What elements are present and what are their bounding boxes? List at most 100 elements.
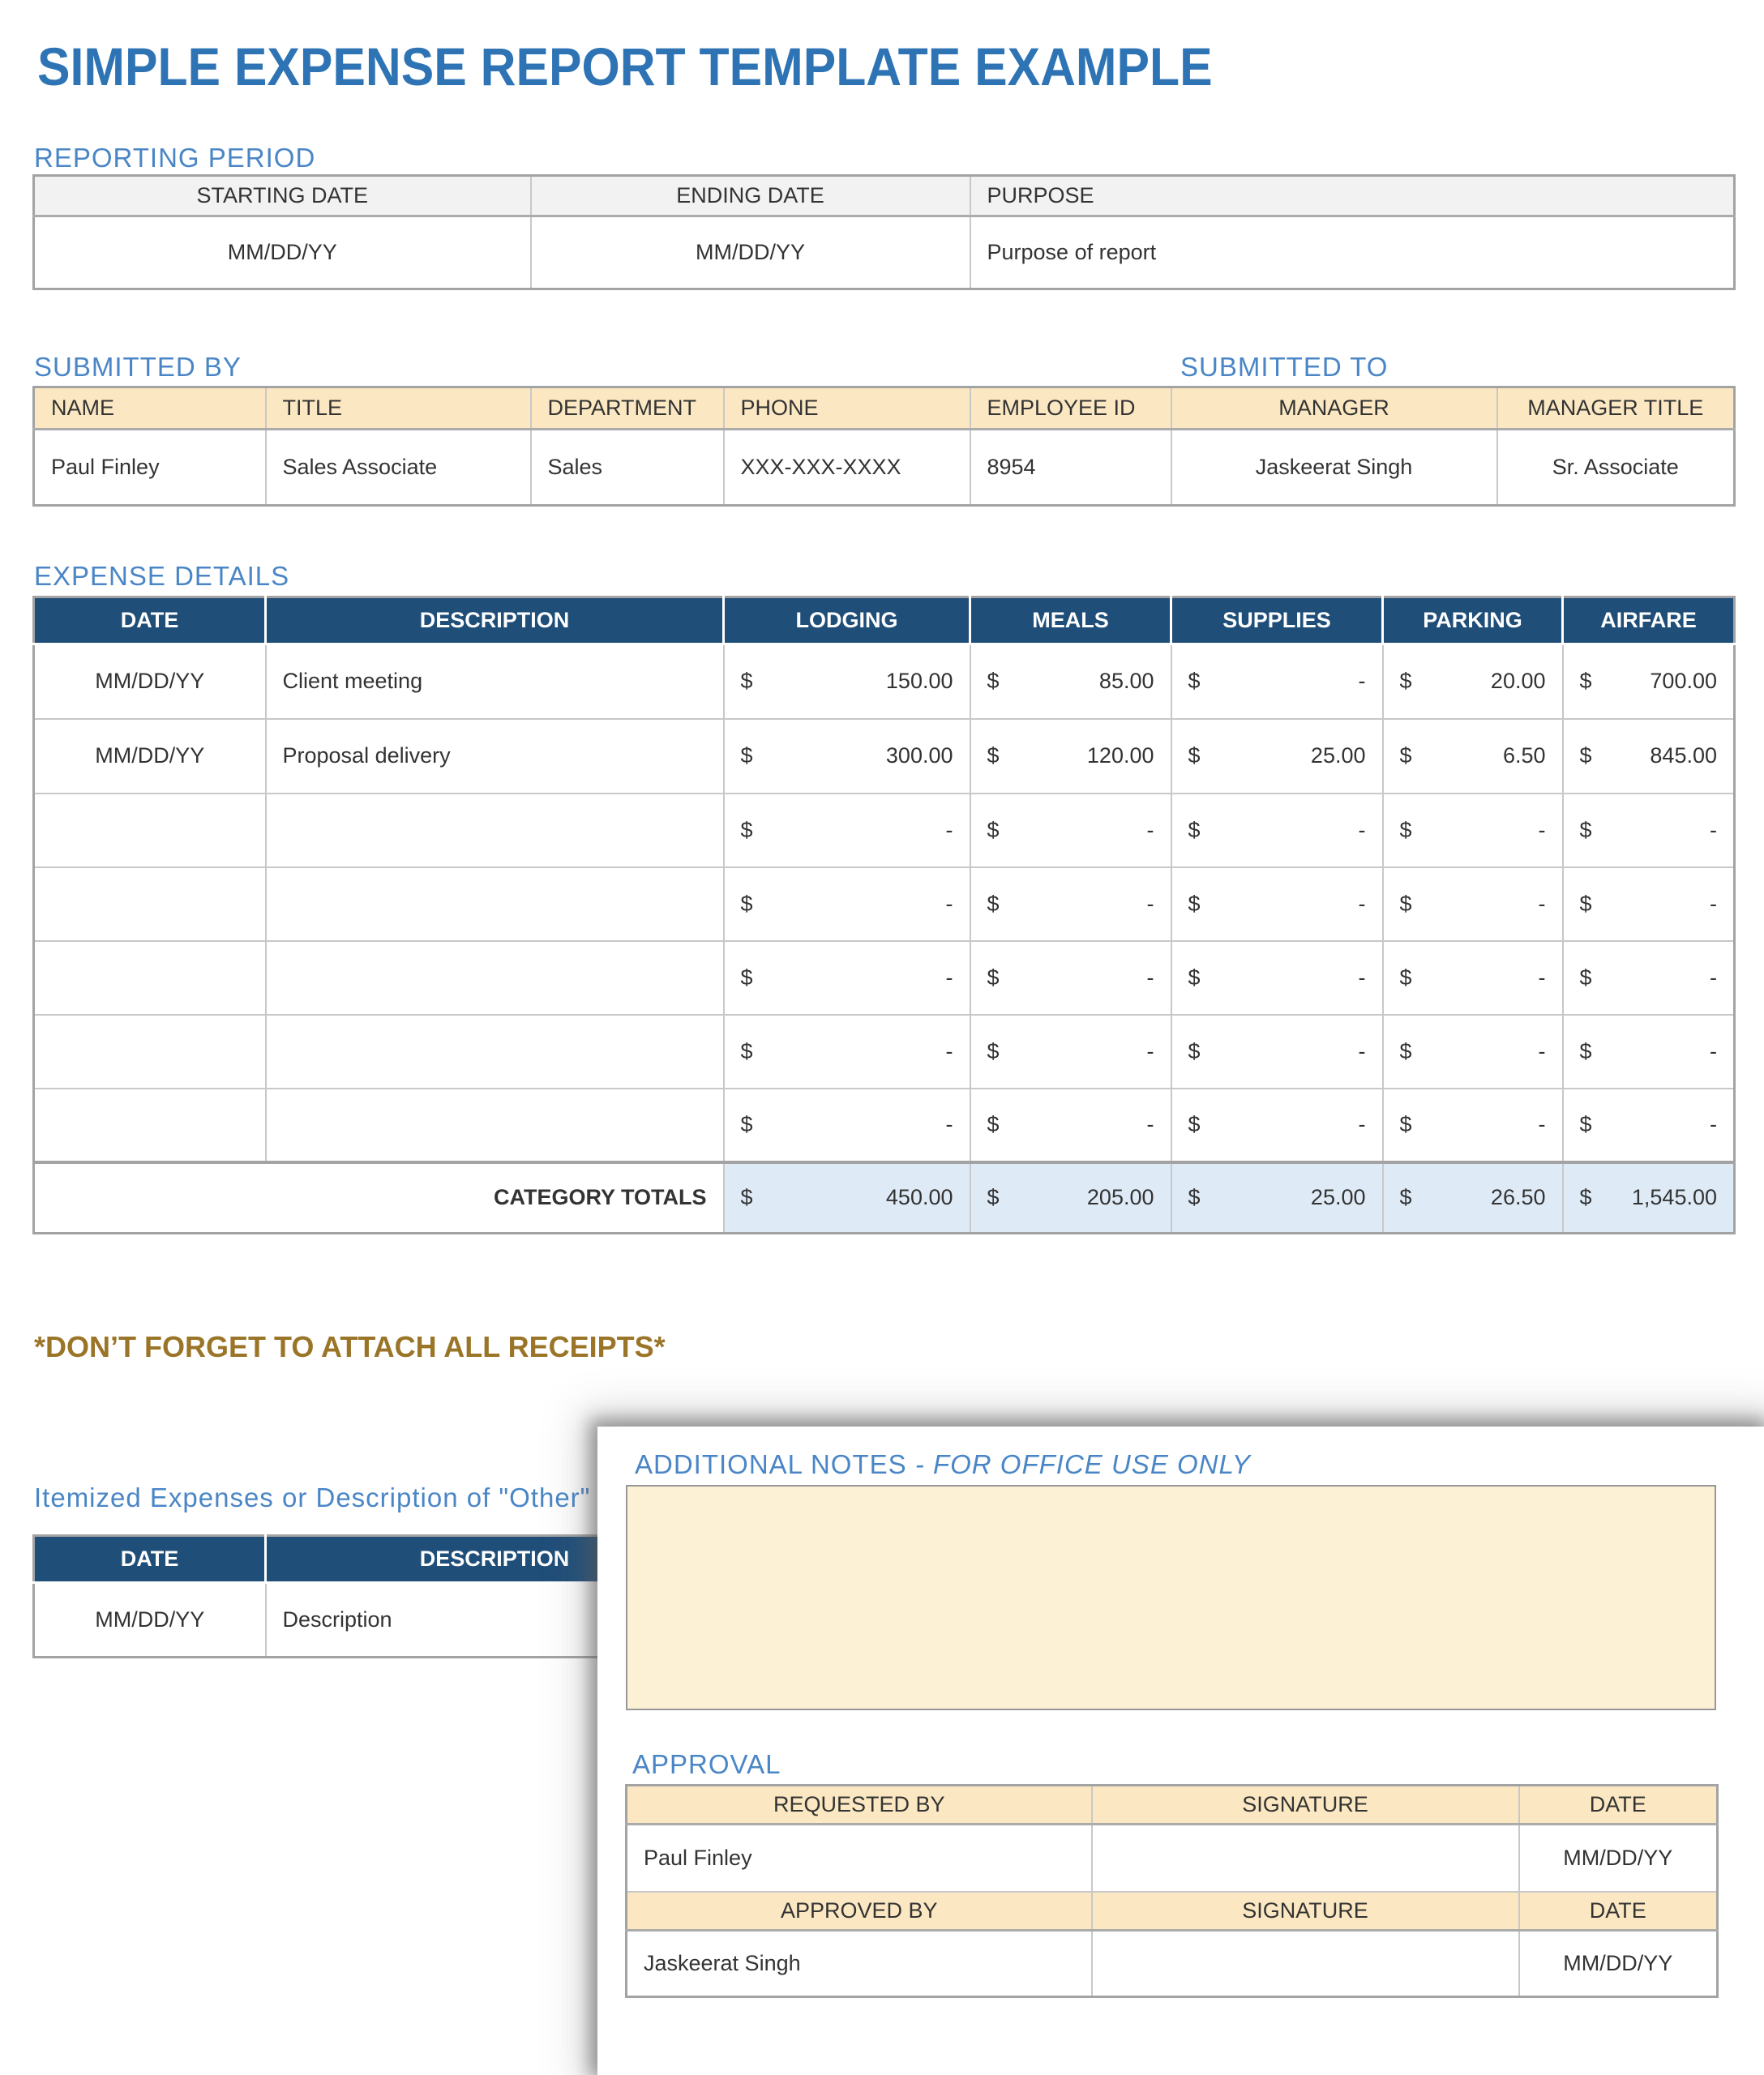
expense-date-cell[interactable] xyxy=(32,1087,267,1163)
expense-description-cell[interactable] xyxy=(264,1087,725,1163)
currency-symbol: $ xyxy=(1579,817,1592,842)
currency-symbol: $ xyxy=(1579,1112,1592,1136)
expense-airfare-cell[interactable]: $700.00 xyxy=(1561,643,1736,720)
expense-meals-cell[interactable]: $120.00 xyxy=(969,717,1172,794)
amount: - xyxy=(1710,965,1717,990)
expense-meals-cell[interactable]: $ - xyxy=(969,1087,1172,1163)
total-airfare-cell: $1,545.00 xyxy=(1561,1160,1736,1234)
amount: - xyxy=(1146,1112,1154,1136)
expense-meals-cell[interactable]: $ - xyxy=(969,1013,1172,1089)
expense-airfare-cell[interactable]: $ - xyxy=(1561,1013,1736,1089)
requested-by-name-cell[interactable]: Paul Finley xyxy=(625,1823,1093,1893)
expense-lodging-cell[interactable]: $ - xyxy=(722,1087,971,1163)
column-header-department: DEPARTMENT xyxy=(529,386,725,430)
column-header-name: NAME xyxy=(32,386,267,430)
currency-symbol: $ xyxy=(1579,1185,1592,1210)
attach-receipts-note: *DON’T FORGET TO ATTACH ALL RECEIPTS* xyxy=(34,1330,666,1363)
expense-date-cell[interactable] xyxy=(32,866,267,942)
expense-lodging-cell[interactable]: $300.00 xyxy=(722,717,971,794)
manager-cell[interactable]: Jaskeerat Singh xyxy=(1170,428,1498,507)
employee-id-cell[interactable]: 8954 xyxy=(969,428,1172,507)
currency-symbol: $ xyxy=(740,1038,753,1063)
expense-date-cell[interactable]: MM/DD/YY xyxy=(32,643,267,720)
expense-date-cell[interactable] xyxy=(32,792,267,868)
expense-date-cell[interactable]: MM/DD/YY xyxy=(32,717,267,794)
approved-by-date-cell[interactable]: MM/DD/YY xyxy=(1518,1929,1719,1998)
total-amount: 205.00 xyxy=(1086,1185,1154,1210)
manager-title-cell[interactable]: Sr. Associate xyxy=(1496,428,1736,507)
column-header-date: DATE xyxy=(32,596,267,645)
expense-airfare-cell[interactable]: $ - xyxy=(1561,1087,1736,1163)
expense-meals-cell[interactable]: $ - xyxy=(969,939,1172,1016)
expense-description-cell[interactable] xyxy=(264,939,725,1016)
department-cell[interactable]: Sales xyxy=(529,428,725,507)
column-header-starting-date: STARTING DATE xyxy=(32,174,532,217)
currency-symbol: $ xyxy=(987,817,1000,842)
expense-description-cell[interactable]: Proposal delivery xyxy=(264,717,725,794)
expense-row: $ - $ - $ - $ - $ - xyxy=(32,1013,1736,1089)
expense-supplies-cell[interactable]: $25.00 xyxy=(1170,717,1384,794)
name-cell[interactable]: Paul Finley xyxy=(32,428,267,507)
amount: - xyxy=(1146,891,1154,916)
expense-description-cell[interactable] xyxy=(264,792,725,868)
starting-date-cell[interactable]: MM/DD/YY xyxy=(32,215,532,290)
approved-by-signature-cell[interactable] xyxy=(1090,1929,1520,1998)
expense-parking-cell[interactable]: $ - xyxy=(1381,1087,1564,1163)
expense-airfare-cell[interactable]: $ - xyxy=(1561,792,1736,868)
amount: - xyxy=(1146,1038,1154,1063)
expense-lodging-cell[interactable]: $ - xyxy=(722,792,971,868)
purpose-cell[interactable]: Purpose of report xyxy=(969,215,1736,290)
expense-airfare-cell[interactable]: $ - xyxy=(1561,939,1736,1016)
expense-description-cell[interactable] xyxy=(264,1013,725,1089)
expense-lodging-cell[interactable]: $ - xyxy=(722,939,971,1016)
expense-supplies-cell[interactable]: $ - xyxy=(1170,866,1384,942)
expense-row: $ - $ - $ - $ - $ - xyxy=(32,939,1736,1016)
additional-notes-box[interactable] xyxy=(626,1485,1716,1710)
amount: - xyxy=(1710,891,1717,916)
expense-airfare-cell[interactable]: $845.00 xyxy=(1561,717,1736,794)
expense-parking-cell[interactable]: $ - xyxy=(1381,866,1564,942)
expense-parking-cell[interactable]: $20.00 xyxy=(1381,643,1564,720)
amount: 300.00 xyxy=(885,743,953,768)
expense-meals-cell[interactable]: $ - xyxy=(969,792,1172,868)
expense-description-cell[interactable] xyxy=(264,866,725,942)
expense-date-cell[interactable] xyxy=(32,1013,267,1089)
expense-supplies-cell[interactable]: $ - xyxy=(1170,1013,1384,1089)
total-parking-cell: $26.50 xyxy=(1381,1160,1564,1234)
expense-description-cell[interactable]: Client meeting xyxy=(264,643,725,720)
expense-parking-cell[interactable]: $ - xyxy=(1381,1013,1564,1089)
expense-supplies-cell[interactable]: $ - xyxy=(1170,939,1384,1016)
expense-supplies-cell[interactable]: $ - xyxy=(1170,792,1384,868)
currency-symbol: $ xyxy=(1188,1185,1201,1210)
expense-parking-cell[interactable]: $ - xyxy=(1381,939,1564,1016)
expense-lodging-cell[interactable]: $ - xyxy=(722,1013,971,1089)
amount: - xyxy=(1358,669,1366,694)
currency-symbol: $ xyxy=(987,743,1000,768)
phone-cell[interactable]: XXX-XXX-XXXX xyxy=(722,428,971,507)
expense-airfare-cell[interactable]: $ - xyxy=(1561,866,1736,942)
currency-symbol: $ xyxy=(987,669,1000,694)
currency-symbol: $ xyxy=(1188,1038,1201,1063)
amount: - xyxy=(1538,1112,1546,1136)
expense-meals-cell[interactable]: $85.00 xyxy=(969,643,1172,720)
itemized-date-cell[interactable]: MM/DD/YY xyxy=(32,1581,267,1658)
expense-row: $ - $ - $ - $ - $ - xyxy=(32,1087,1736,1163)
expense-meals-cell[interactable]: $ - xyxy=(969,866,1172,942)
currency-symbol: $ xyxy=(1188,965,1201,990)
approval-heading: APPROVAL xyxy=(632,1749,781,1779)
title-cell[interactable]: Sales Associate xyxy=(264,428,532,507)
additional-notes-heading-main: ADDITIONAL NOTES xyxy=(635,1449,915,1479)
expense-lodging-cell[interactable]: $ - xyxy=(722,866,971,942)
ending-date-cell[interactable]: MM/DD/YY xyxy=(529,215,971,290)
requested-by-date-cell[interactable]: MM/DD/YY xyxy=(1518,1823,1719,1893)
total-meals-cell: $205.00 xyxy=(969,1160,1172,1234)
expense-lodging-cell[interactable]: $150.00 xyxy=(722,643,971,720)
requested-by-signature-cell[interactable] xyxy=(1090,1823,1520,1893)
expense-supplies-cell[interactable]: $ - xyxy=(1170,1087,1384,1163)
approved-by-name-cell[interactable]: Jaskeerat Singh xyxy=(625,1929,1093,1998)
expense-parking-cell[interactable]: $ - xyxy=(1381,792,1564,868)
expense-parking-cell[interactable]: $6.50 xyxy=(1381,717,1564,794)
expense-date-cell[interactable] xyxy=(32,939,267,1016)
expense-supplies-cell[interactable]: $ - xyxy=(1170,643,1384,720)
amount: - xyxy=(1146,965,1154,990)
